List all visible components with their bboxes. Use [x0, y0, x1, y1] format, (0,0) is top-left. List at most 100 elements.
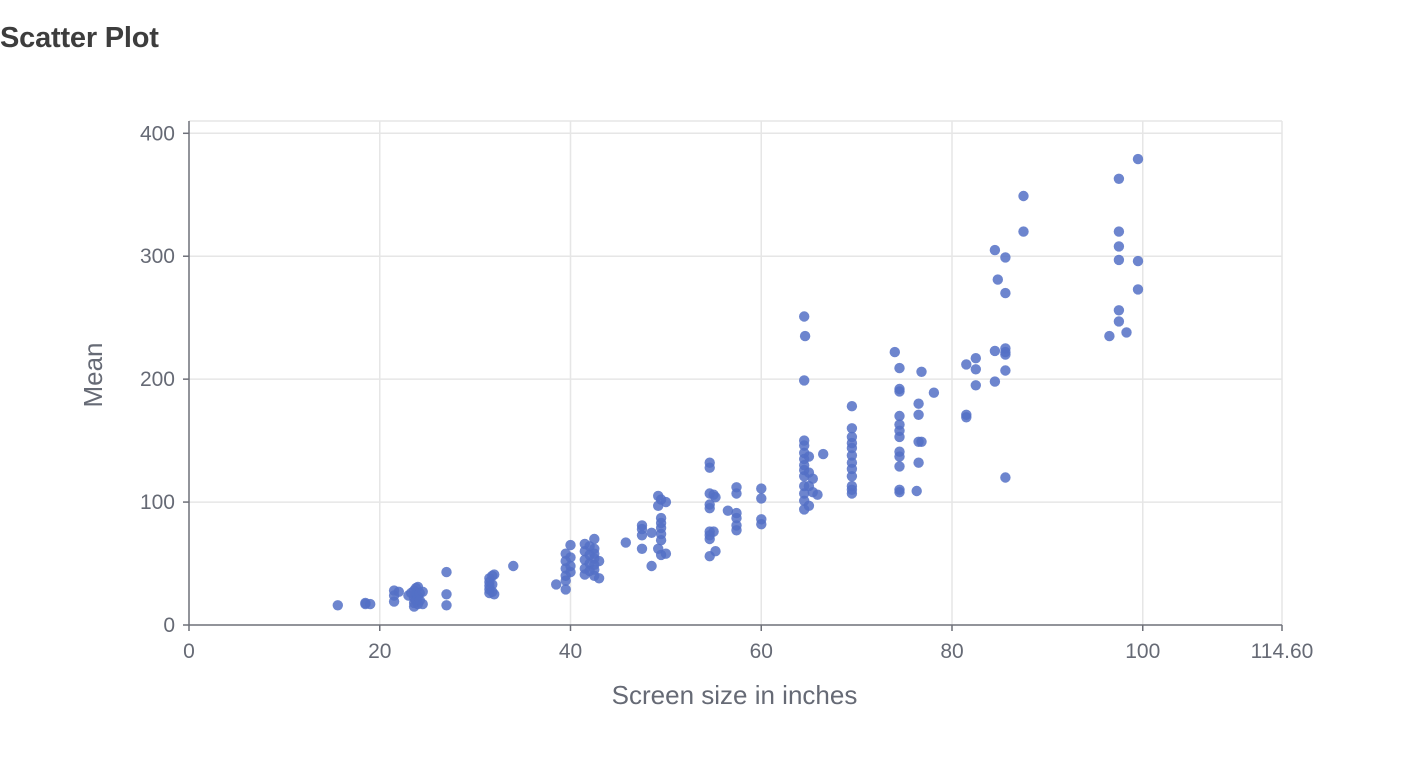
data-point[interactable] [1018, 190, 1029, 202]
data-point[interactable] [756, 493, 767, 504]
data-point[interactable] [620, 537, 631, 548]
data-point[interactable] [1113, 173, 1125, 184]
data-point[interactable] [593, 555, 605, 567]
data-point[interactable] [388, 596, 400, 607]
data-point[interactable] [846, 471, 858, 482]
data-point[interactable] [565, 552, 576, 563]
data-point[interactable] [894, 410, 905, 422]
data-point[interactable] [1113, 305, 1125, 316]
data-point[interactable] [799, 311, 810, 322]
data-point[interactable] [807, 473, 818, 484]
data-point[interactable] [799, 330, 811, 342]
data-point[interactable] [916, 366, 927, 377]
data-point[interactable] [1018, 226, 1029, 237]
data-point[interactable] [551, 579, 562, 590]
data-point[interactable] [894, 487, 905, 498]
data-point[interactable] [1000, 252, 1011, 263]
data-point[interactable] [992, 274, 1003, 285]
data-point[interactable] [913, 398, 924, 409]
data-point[interactable] [565, 539, 576, 551]
data-point[interactable] [1113, 316, 1125, 327]
data-point[interactable] [812, 489, 823, 500]
data-point[interactable] [441, 589, 452, 600]
data-point[interactable] [1000, 472, 1011, 483]
data-point[interactable] [989, 376, 1001, 387]
data-point[interactable] [710, 492, 721, 503]
data-point[interactable] [961, 359, 972, 370]
data-point[interactable] [803, 500, 815, 511]
data-point[interactable] [731, 525, 742, 536]
data-point[interactable] [799, 440, 810, 451]
data-point[interactable] [799, 375, 810, 386]
data-point[interactable] [636, 530, 648, 541]
data-point[interactable] [989, 345, 1001, 357]
data-point[interactable] [655, 535, 667, 546]
data-point[interactable] [970, 364, 981, 375]
data-point[interactable] [417, 598, 428, 610]
data-point[interactable] [636, 543, 648, 554]
data-point[interactable] [1132, 153, 1144, 165]
data-point[interactable] [646, 527, 657, 538]
data-point[interactable] [646, 560, 657, 572]
data-point[interactable] [704, 462, 715, 473]
data-point[interactable] [722, 505, 734, 516]
data-point[interactable] [1132, 284, 1144, 295]
data-point[interactable] [894, 362, 905, 374]
data-point[interactable] [989, 244, 1001, 256]
data-point[interactable] [417, 586, 428, 597]
data-point[interactable] [894, 451, 905, 462]
data-point[interactable] [889, 346, 900, 358]
data-point[interactable] [1113, 241, 1125, 252]
data-point[interactable] [660, 496, 672, 508]
data-point[interactable] [1121, 327, 1132, 338]
data-point[interactable] [1000, 365, 1011, 376]
data-point[interactable] [756, 519, 767, 530]
data-point[interactable] [393, 586, 404, 597]
data-point[interactable] [508, 560, 519, 572]
data-point[interactable] [970, 353, 981, 364]
data-point[interactable] [846, 442, 858, 454]
data-point[interactable] [846, 463, 858, 475]
data-point[interactable] [799, 488, 810, 499]
data-point[interactable] [911, 485, 922, 497]
data-point[interactable] [710, 546, 721, 557]
data-point[interactable] [818, 448, 829, 460]
data-point[interactable] [365, 598, 376, 610]
data-point[interactable] [565, 566, 576, 578]
data-point[interactable] [593, 573, 605, 584]
data-point[interactable] [441, 600, 452, 611]
data-point[interactable] [1000, 287, 1011, 299]
data-point[interactable] [487, 579, 498, 590]
data-point[interactable] [560, 575, 571, 586]
data-point[interactable] [708, 526, 719, 537]
data-point[interactable] [1000, 349, 1011, 360]
data-point[interactable] [1132, 255, 1144, 267]
data-point[interactable] [704, 503, 715, 514]
data-point[interactable] [894, 461, 905, 472]
data-point[interactable] [913, 409, 924, 420]
data-point[interactable] [928, 387, 940, 398]
data-point[interactable] [489, 569, 500, 580]
data-point[interactable] [756, 483, 767, 494]
data-point[interactable] [1113, 254, 1125, 266]
data-point[interactable] [489, 589, 500, 600]
data-point[interactable] [1104, 330, 1115, 342]
data-point[interactable] [560, 584, 571, 595]
data-point[interactable] [1113, 226, 1125, 237]
data-point[interactable] [894, 386, 905, 397]
data-point[interactable] [589, 533, 600, 545]
data-point[interactable] [846, 401, 858, 412]
data-point[interactable] [916, 436, 927, 447]
data-point[interactable] [970, 380, 981, 391]
data-point[interactable] [846, 450, 858, 461]
data-point[interactable] [961, 412, 972, 423]
data-point[interactable] [332, 600, 343, 611]
data-point[interactable] [660, 548, 672, 559]
data-point[interactable] [731, 488, 742, 499]
data-point[interactable] [894, 431, 905, 443]
data-point[interactable] [441, 566, 452, 578]
data-point[interactable] [846, 488, 858, 499]
data-point[interactable] [803, 451, 815, 462]
data-point[interactable] [731, 512, 742, 524]
data-point[interactable] [846, 423, 858, 434]
